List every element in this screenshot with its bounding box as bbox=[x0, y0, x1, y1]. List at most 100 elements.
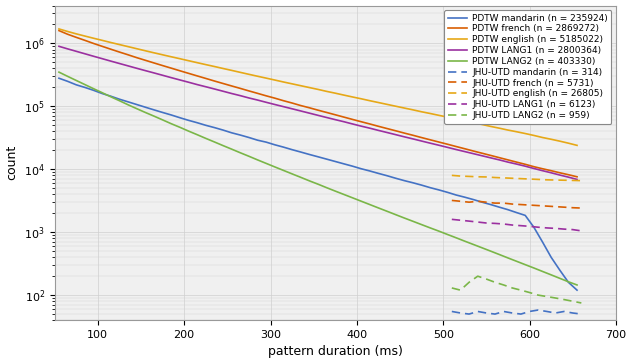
PDTW LANG1 (n = 2800364) bbox=[236, 94, 244, 98]
JHU-UTD LANG1 (n = 6123) bbox=[569, 228, 576, 232]
PDTW LANG2 (n = 403330) bbox=[573, 283, 581, 287]
PDTW LANG1 (n = 2800364) bbox=[176, 78, 184, 82]
Legend: PDTW mandarin (n = 235924), PDTW french (n = 2869272), PDTW english (n = 5185022: PDTW mandarin (n = 235924), PDTW french … bbox=[444, 10, 611, 123]
PDTW french (n = 2869272) bbox=[573, 175, 581, 179]
JHU-UTD LANG1 (n = 6123) bbox=[517, 223, 525, 228]
PDTW LANG2 (n = 403330) bbox=[176, 125, 184, 130]
JHU-UTD LANG1 (n = 6123) bbox=[526, 224, 533, 229]
PDTW mandarin (n = 235924) bbox=[504, 207, 512, 212]
JHU-UTD LANG2 (n = 959) bbox=[569, 299, 576, 304]
Line: JHU-UTD french (n = 5731): JHU-UTD french (n = 5731) bbox=[452, 201, 581, 208]
PDTW LANG2 (n = 403330) bbox=[159, 118, 166, 122]
PDTW LANG2 (n = 403330) bbox=[504, 256, 512, 260]
JHU-UTD LANG2 (n = 959) bbox=[465, 280, 473, 285]
PDTW LANG1 (n = 2800364) bbox=[504, 160, 512, 164]
PDTW mandarin (n = 235924) bbox=[176, 115, 184, 120]
Line: PDTW mandarin (n = 235924): PDTW mandarin (n = 235924) bbox=[59, 78, 577, 290]
JHU-UTD LANG1 (n = 6123) bbox=[483, 221, 490, 225]
JHU-UTD english (n = 26805) bbox=[457, 174, 465, 178]
JHU-UTD french (n = 5731) bbox=[535, 203, 542, 208]
JHU-UTD english (n = 26805) bbox=[474, 175, 482, 179]
PDTW LANG1 (n = 2800364) bbox=[55, 44, 63, 48]
Line: PDTW LANG1 (n = 2800364): PDTW LANG1 (n = 2800364) bbox=[59, 46, 577, 179]
PDTW english (n = 5185022) bbox=[573, 143, 581, 147]
JHU-UTD LANG2 (n = 959) bbox=[578, 301, 585, 305]
JHU-UTD english (n = 26805) bbox=[561, 178, 568, 182]
Y-axis label: count: count bbox=[6, 145, 18, 181]
Line: JHU-UTD english (n = 26805): JHU-UTD english (n = 26805) bbox=[452, 175, 581, 181]
PDTW LANG1 (n = 2800364) bbox=[331, 118, 339, 122]
JHU-UTD LANG2 (n = 959) bbox=[509, 286, 516, 290]
Line: JHU-UTD LANG2 (n = 959): JHU-UTD LANG2 (n = 959) bbox=[452, 276, 581, 303]
JHU-UTD mandarin (n = 314) bbox=[509, 311, 516, 315]
JHU-UTD LANG1 (n = 6123) bbox=[552, 226, 559, 230]
PDTW english (n = 5185022) bbox=[159, 53, 166, 57]
JHU-UTD french (n = 5731) bbox=[457, 199, 465, 203]
JHU-UTD mandarin (n = 314) bbox=[465, 312, 473, 316]
JHU-UTD LANG1 (n = 6123) bbox=[578, 229, 585, 233]
JHU-UTD french (n = 5731) bbox=[552, 205, 559, 209]
PDTW french (n = 2869272) bbox=[504, 158, 512, 162]
PDTW mandarin (n = 235924) bbox=[366, 169, 374, 173]
X-axis label: pattern duration (ms): pattern duration (ms) bbox=[268, 345, 403, 359]
JHU-UTD mandarin (n = 314) bbox=[535, 308, 542, 312]
PDTW english (n = 5185022) bbox=[366, 99, 374, 103]
PDTW LANG2 (n = 403330) bbox=[55, 70, 63, 74]
JHU-UTD LANG1 (n = 6123) bbox=[509, 223, 516, 227]
PDTW mandarin (n = 235924) bbox=[236, 133, 244, 137]
JHU-UTD mandarin (n = 314) bbox=[448, 309, 456, 314]
JHU-UTD french (n = 5731) bbox=[569, 206, 576, 210]
PDTW LANG2 (n = 403330) bbox=[236, 151, 244, 155]
PDTW english (n = 5185022) bbox=[331, 91, 339, 95]
JHU-UTD LANG1 (n = 6123) bbox=[448, 217, 456, 222]
JHU-UTD french (n = 5731) bbox=[474, 199, 482, 203]
JHU-UTD LANG1 (n = 6123) bbox=[561, 227, 568, 231]
PDTW english (n = 5185022) bbox=[55, 27, 63, 31]
JHU-UTD french (n = 5731) bbox=[448, 198, 456, 203]
PDTW LANG1 (n = 2800364) bbox=[159, 73, 166, 78]
JHU-UTD mandarin (n = 314) bbox=[457, 311, 465, 315]
PDTW mandarin (n = 235924) bbox=[331, 159, 339, 164]
JHU-UTD english (n = 26805) bbox=[500, 176, 507, 180]
JHU-UTD LANG1 (n = 6123) bbox=[465, 219, 473, 223]
PDTW mandarin (n = 235924) bbox=[159, 110, 166, 115]
JHU-UTD mandarin (n = 314) bbox=[569, 311, 576, 315]
PDTW mandarin (n = 235924) bbox=[55, 76, 63, 80]
PDTW french (n = 2869272) bbox=[55, 28, 63, 33]
JHU-UTD LANG2 (n = 959) bbox=[561, 297, 568, 302]
JHU-UTD LANG2 (n = 959) bbox=[483, 277, 490, 281]
JHU-UTD french (n = 5731) bbox=[543, 204, 550, 208]
JHU-UTD LANG2 (n = 959) bbox=[543, 294, 550, 299]
JHU-UTD french (n = 5731) bbox=[465, 200, 473, 204]
JHU-UTD LANG2 (n = 959) bbox=[526, 290, 533, 295]
JHU-UTD LANG2 (n = 959) bbox=[535, 293, 542, 297]
JHU-UTD english (n = 26805) bbox=[535, 177, 542, 182]
JHU-UTD mandarin (n = 314) bbox=[500, 309, 507, 314]
PDTW french (n = 2869272) bbox=[176, 68, 184, 73]
JHU-UTD mandarin (n = 314) bbox=[543, 309, 550, 314]
JHU-UTD english (n = 26805) bbox=[552, 178, 559, 182]
JHU-UTD french (n = 5731) bbox=[483, 200, 490, 204]
JHU-UTD mandarin (n = 314) bbox=[526, 309, 533, 314]
JHU-UTD english (n = 26805) bbox=[465, 174, 473, 179]
PDTW french (n = 2869272) bbox=[366, 122, 374, 126]
Line: PDTW french (n = 2869272): PDTW french (n = 2869272) bbox=[59, 31, 577, 177]
JHU-UTD LANG2 (n = 959) bbox=[500, 283, 507, 287]
PDTW LANG1 (n = 2800364) bbox=[366, 126, 374, 130]
PDTW english (n = 5185022) bbox=[236, 70, 244, 75]
JHU-UTD LANG1 (n = 6123) bbox=[500, 222, 507, 226]
PDTW french (n = 2869272) bbox=[236, 86, 244, 91]
JHU-UTD french (n = 5731) bbox=[500, 201, 507, 205]
JHU-UTD mandarin (n = 314) bbox=[578, 312, 585, 316]
JHU-UTD english (n = 26805) bbox=[509, 176, 516, 181]
JHU-UTD english (n = 26805) bbox=[569, 178, 576, 183]
JHU-UTD french (n = 5731) bbox=[509, 202, 516, 206]
JHU-UTD LANG2 (n = 959) bbox=[552, 296, 559, 300]
PDTW english (n = 5185022) bbox=[504, 128, 512, 132]
JHU-UTD mandarin (n = 314) bbox=[483, 311, 490, 315]
JHU-UTD english (n = 26805) bbox=[526, 177, 533, 181]
Line: JHU-UTD LANG1 (n = 6123): JHU-UTD LANG1 (n = 6123) bbox=[452, 219, 581, 231]
JHU-UTD english (n = 26805) bbox=[543, 178, 550, 182]
JHU-UTD french (n = 5731) bbox=[491, 201, 499, 205]
JHU-UTD french (n = 5731) bbox=[578, 206, 585, 210]
